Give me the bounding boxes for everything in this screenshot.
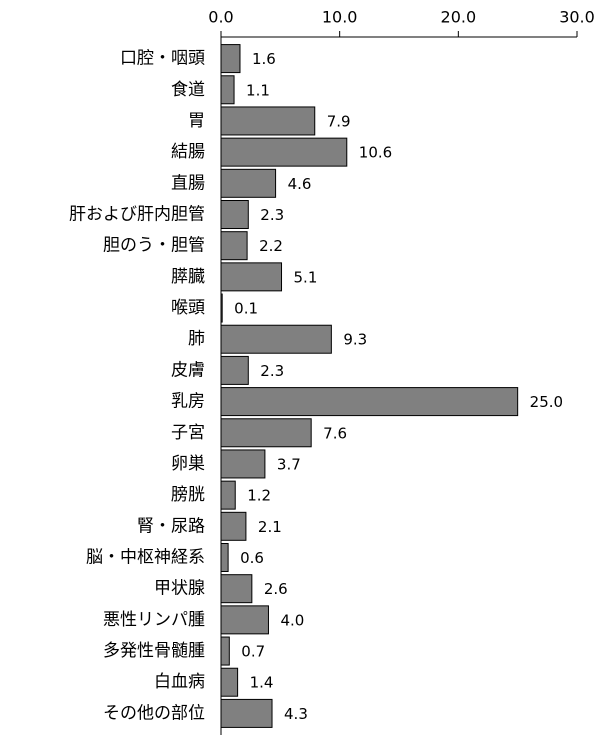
value-label: 1.4 — [250, 674, 274, 692]
value-label: 25.0 — [530, 393, 563, 411]
value-label: 0.1 — [234, 300, 258, 318]
y-tick-label: その他の部位 — [103, 703, 205, 723]
y-tick-label: 子宮 — [171, 423, 205, 443]
y-tick-label: 腎・尿路 — [137, 516, 205, 536]
value-label: 1.1 — [246, 81, 270, 99]
x-tick-label: 30.0 — [559, 8, 595, 27]
y-tick-label: 乳房 — [171, 392, 205, 412]
x-tick-label: 20.0 — [441, 8, 477, 27]
value-label: 0.7 — [241, 643, 265, 661]
y-tick-label: 直腸 — [171, 173, 205, 193]
bar — [220, 480, 236, 510]
bar — [220, 667, 239, 697]
bar — [220, 636, 230, 666]
bar — [220, 168, 277, 198]
bar — [220, 698, 273, 728]
bar — [220, 449, 266, 479]
bar — [220, 137, 348, 167]
bar — [220, 262, 283, 292]
y-tick-label: 喉頭 — [171, 298, 205, 318]
bar — [220, 605, 269, 635]
bar — [220, 387, 519, 417]
y-tick-label: 多発性骨髄腫 — [103, 641, 205, 661]
value-label: 0.6 — [240, 549, 264, 567]
bar — [220, 543, 229, 572]
x-tick-label: 0.0 — [208, 8, 233, 27]
value-label: 2.3 — [260, 362, 284, 380]
value-label: 4.6 — [288, 175, 312, 193]
value-label: 2.1 — [258, 518, 282, 536]
bar — [220, 200, 249, 229]
value-label: 7.6 — [323, 424, 347, 442]
bar — [220, 418, 312, 448]
y-tick-label: 食道 — [171, 80, 205, 100]
y-tick-label: 卵巣 — [171, 454, 205, 474]
bar — [220, 106, 316, 136]
value-label: 4.3 — [284, 705, 308, 723]
value-label: 2.2 — [259, 237, 283, 255]
y-tick-label: 膵臓 — [171, 267, 205, 287]
y-tick-label: 口腔・咽頭 — [120, 49, 205, 69]
value-label: 2.6 — [264, 580, 288, 598]
bar — [220, 231, 248, 261]
y-tick-label: 脳・中枢神経系 — [86, 548, 205, 568]
y-tick-label: 白血病 — [154, 672, 205, 692]
y-tick-label: 胆のう・胆管 — [103, 236, 205, 256]
value-label: 7.9 — [327, 112, 351, 130]
bar — [220, 574, 253, 604]
y-tick-label: 悪性リンパ腫 — [103, 610, 205, 630]
bar — [220, 75, 235, 105]
value-label: 2.3 — [260, 206, 284, 224]
y-tick-label: 結腸 — [171, 142, 205, 162]
value-label: 9.3 — [343, 331, 367, 349]
bar — [220, 44, 241, 74]
value-label: 1.2 — [247, 487, 271, 505]
bar — [220, 511, 247, 541]
value-label: 3.7 — [277, 455, 301, 473]
bar — [220, 324, 332, 354]
y-tick-label: 甲状腺 — [154, 579, 205, 599]
value-label: 10.6 — [359, 144, 392, 162]
y-tick-label: 肝および肝内胆管 — [69, 205, 205, 225]
y-tick-label: 肺 — [188, 329, 205, 349]
value-label: 4.0 — [280, 611, 304, 629]
value-label: 5.1 — [294, 268, 318, 286]
bar — [220, 355, 249, 385]
y-tick-label: 胃 — [188, 111, 205, 131]
value-label: 1.6 — [252, 50, 276, 68]
x-tick-label: 10.0 — [322, 8, 358, 27]
y-tick-label: 皮膚 — [171, 360, 205, 380]
y-tick-label: 膀胱 — [171, 485, 205, 505]
